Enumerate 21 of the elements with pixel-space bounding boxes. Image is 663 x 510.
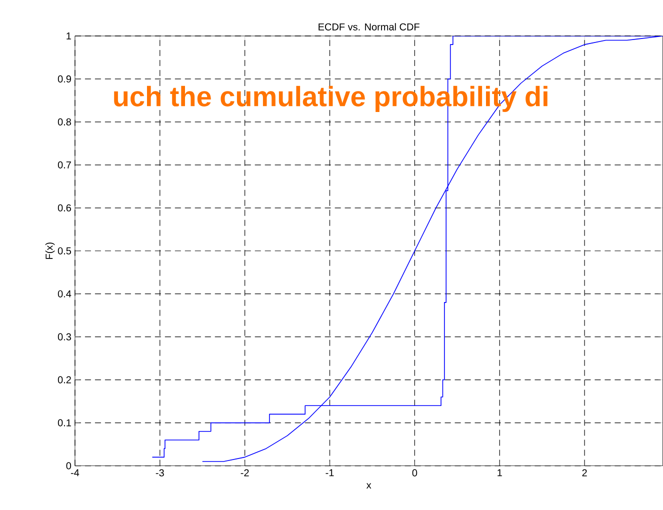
- x-tick-label: -1: [326, 469, 334, 476]
- y-tick-label: 0: [66, 462, 72, 470]
- x-tick-label: 2: [582, 469, 587, 476]
- y-tick-label: 0.4: [58, 290, 72, 298]
- y-tick-label: 0.8: [58, 118, 72, 126]
- y-tick-label: 0.9: [58, 76, 71, 83]
- x-tick-label: -3: [156, 469, 164, 476]
- y-tick-label: 0.6: [58, 204, 72, 212]
- y-tick-label: 0.7: [58, 162, 71, 169]
- chart-title: ECDF vs. Normal CDF: [318, 23, 420, 31]
- y-tick-label: 0.5: [58, 247, 72, 255]
- x-tick-label: -2: [240, 469, 249, 476]
- x-tick-label: 0: [412, 469, 418, 476]
- x-tick-label: -4: [70, 469, 80, 476]
- x-axis-title: x: [366, 483, 372, 489]
- y-axis-title: F(x): [45, 242, 55, 260]
- y-tick-label: 0.2: [58, 376, 71, 384]
- x-tick-label: 1: [498, 469, 502, 476]
- y-tick-label: 1: [66, 32, 71, 40]
- y-tick-label: 0.3: [58, 333, 72, 340]
- y-tick-label: 0.1: [58, 419, 71, 426]
